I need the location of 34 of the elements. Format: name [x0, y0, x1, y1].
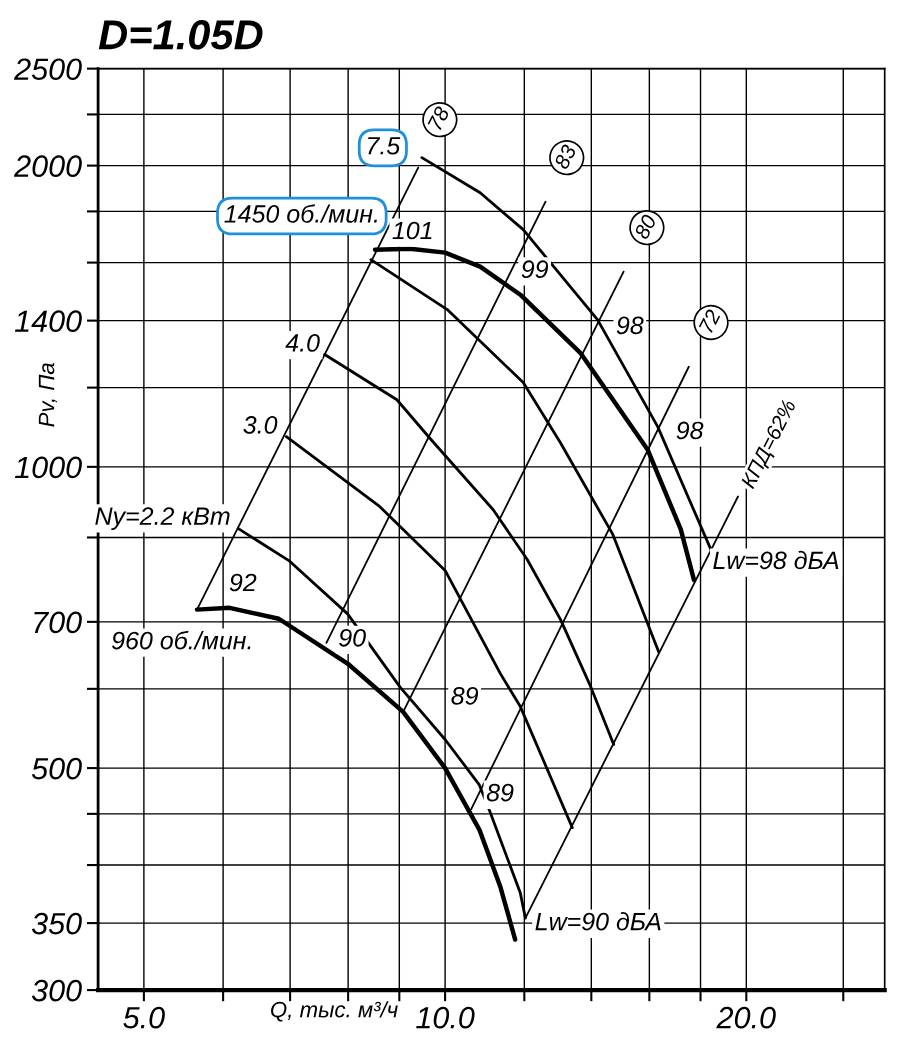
annotation: 98 [676, 421, 704, 440]
x-axis-title: Q, тыс. м³/ч [271, 1001, 398, 1022]
y-tick-label: 2000 [13, 155, 82, 177]
annotation: 7.5 [368, 137, 401, 155]
annotation: 101 [392, 221, 432, 240]
x-tick-label: 20.0 [716, 1006, 776, 1029]
annotation: Ny=2.2 кВт [95, 507, 230, 530]
annotation: 92 [229, 573, 257, 592]
x-tick-label: 5.0 [123, 1006, 165, 1029]
annotation: 90 [339, 628, 366, 647]
annotation: 78 [427, 105, 451, 131]
annotation: 89 [486, 783, 514, 802]
annotation: 83 [553, 143, 577, 171]
y-tick-label: 350 [31, 912, 82, 935]
y-tick-label: 1400 [14, 310, 82, 332]
annotation: Lw=98 дБА [713, 550, 839, 570]
chart-title: D=1.05D [98, 20, 263, 50]
annotation: 89 [451, 686, 479, 705]
annotation: 98 [616, 316, 644, 335]
annotation: 72 [698, 308, 721, 334]
y-tick-label: 2500 [13, 58, 82, 81]
y-tick-label: 1000 [14, 456, 82, 479]
annotation: 99 [521, 260, 549, 279]
annotation: 1450 об./мин. [224, 204, 377, 223]
annotation: 80 [633, 213, 658, 241]
annotation: 4.0 [285, 334, 320, 352]
y-tick-label: 500 [31, 757, 82, 780]
annotation: 960 об./мин. [111, 630, 251, 650]
annotation: Lw=90 дБА [535, 912, 661, 931]
y-tick-label: 300 [31, 979, 82, 1002]
y-tick-label: 700 [34, 611, 82, 634]
x-tick-label: 10.0 [416, 1006, 475, 1029]
y-axis-title: Pv, Па [38, 363, 57, 427]
annotation: 3.0 [243, 416, 278, 434]
